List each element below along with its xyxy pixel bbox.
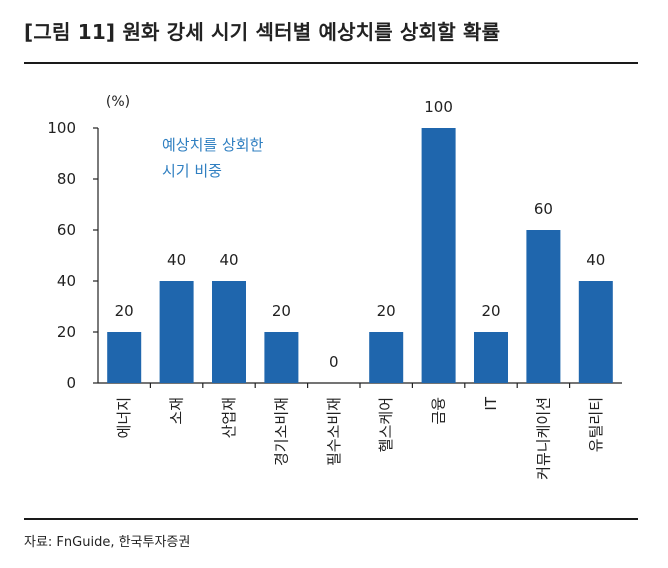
category-label: 커뮤니케이션 xyxy=(534,397,552,480)
bar-value-label: 20 xyxy=(272,302,291,320)
bar-value-label: 20 xyxy=(481,302,500,320)
bar-value-label: 60 xyxy=(534,200,553,218)
category-label: 금융 xyxy=(430,397,448,425)
y-tick-label: 0 xyxy=(66,374,76,392)
bar xyxy=(526,230,561,383)
bar-value-label: 20 xyxy=(377,302,396,320)
y-tick-label: 20 xyxy=(57,323,76,341)
legend-line-2: 시기 비중 xyxy=(162,162,222,180)
bar-value-label: 40 xyxy=(219,251,238,269)
y-tick-label: 60 xyxy=(57,221,76,239)
bar xyxy=(474,332,508,383)
bar xyxy=(369,332,404,383)
bar xyxy=(107,332,142,383)
bars xyxy=(107,128,613,383)
bar-value-label: 20 xyxy=(115,302,134,320)
y-tick-label: 80 xyxy=(57,170,76,188)
y-tick-label: 100 xyxy=(47,119,76,137)
bar xyxy=(264,332,299,383)
bar xyxy=(578,281,613,383)
category-labels: 에너지 소재 산업재 경기소비재 필수소비재 헬스케어 금융 IT 커뮤니케이션 유틸리티 xyxy=(115,396,605,480)
data-labels: 20 40 40 20 0 20 100 20 60 40 xyxy=(115,98,606,371)
y-tick-label: 40 xyxy=(57,272,76,290)
category-label: 경기소비재 xyxy=(272,397,290,466)
title-divider xyxy=(24,62,638,64)
category-label: 헬스케어 xyxy=(377,397,395,452)
bar xyxy=(159,281,194,383)
bar xyxy=(421,128,456,383)
category-label: IT xyxy=(482,396,500,410)
category-label: 에너지 xyxy=(115,397,133,438)
footer-divider xyxy=(24,518,638,520)
y-axis-unit: (%) xyxy=(106,94,130,110)
bar xyxy=(212,281,246,383)
bar-value-label: 40 xyxy=(167,251,186,269)
bar-value-label: 100 xyxy=(424,98,453,116)
category-label: 소재 xyxy=(168,397,186,425)
bar-value-label: 40 xyxy=(586,251,605,269)
category-label: 산업재 xyxy=(220,397,238,438)
source-note: 자료: FnGuide, 한국투자증권 xyxy=(24,535,191,550)
bar-value-label: 0 xyxy=(329,353,339,371)
category-label: 유틸리티 xyxy=(587,397,605,452)
legend-line-1: 예상치를 상회한 xyxy=(162,136,264,154)
category-label: 필수소비재 xyxy=(325,397,343,466)
figure-title: [그림 11] 원화 강세 시기 섹터별 예상치를 상회할 확률 xyxy=(24,20,501,44)
